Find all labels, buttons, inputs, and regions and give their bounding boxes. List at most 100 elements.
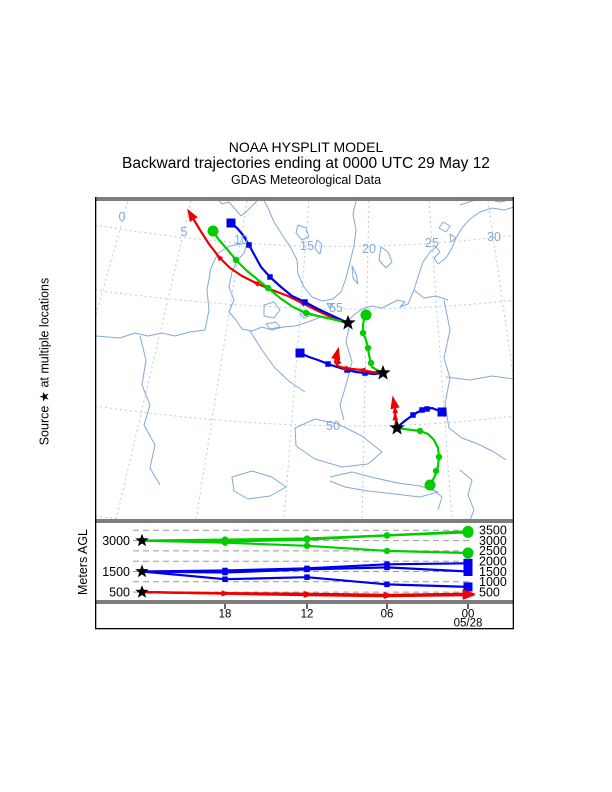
graticule-label: 20 xyxy=(362,242,376,256)
model-title: NOAA HYSPLIT MODEL xyxy=(228,139,384,155)
map-background xyxy=(95,201,514,519)
trajectory-circle-marker xyxy=(232,256,240,264)
trajectory-square-marker xyxy=(267,274,273,280)
trajectory-triangle-marker xyxy=(357,367,366,374)
trajectory-end-square-marker xyxy=(295,348,305,358)
trajectory-circle-marker xyxy=(367,359,375,367)
trajectory-square-marker xyxy=(222,569,228,576)
trajectory-triangle-marker xyxy=(221,590,230,596)
trajectory-square-marker xyxy=(424,406,430,412)
frame-map-panel-divider xyxy=(95,519,514,523)
x-tick xyxy=(386,604,388,609)
trajectory-circle-marker xyxy=(359,329,367,337)
graticule-label: 55 xyxy=(329,301,343,315)
trajectory-square-marker xyxy=(304,574,310,580)
map-labels-layer: 0 5 10 15 20 25 30 55 50 xyxy=(119,210,501,433)
trajectory-circle-marker xyxy=(383,547,391,555)
x-tick-label: 06 xyxy=(381,609,394,621)
plot-frame xyxy=(95,197,514,630)
graticule-lines xyxy=(95,201,514,519)
coastlines xyxy=(95,201,514,519)
trajectory-square-marker xyxy=(222,576,228,582)
right-axis-label: 2500 xyxy=(479,544,507,558)
trajectory-circle-marker xyxy=(302,309,310,317)
right-axis-label: 1000 xyxy=(479,575,507,589)
trajectory-end-square-marker xyxy=(226,218,236,228)
trajectory-square-marker xyxy=(384,581,390,588)
trajectory-circle-marker xyxy=(264,284,272,292)
graticule-label: 25 xyxy=(425,236,439,250)
trajectory-end-circle-marker xyxy=(424,479,436,491)
frame-top-bar xyxy=(95,197,514,201)
run-title: Backward trajectories ending at 0000 UTC… xyxy=(122,155,490,172)
source-star-marker xyxy=(389,420,405,435)
trajectory-square-marker xyxy=(362,370,368,376)
trajectory-end-square-marker xyxy=(463,558,473,568)
trajectory-end-circle-marker xyxy=(462,526,474,538)
x-tick-label: 12 xyxy=(301,609,314,621)
profile-source-star xyxy=(135,564,149,578)
trajectory-end-square-marker xyxy=(437,407,447,417)
profile-source-star xyxy=(135,533,149,547)
trajectory-circle-marker xyxy=(383,532,391,539)
right-axis-label: 500 xyxy=(479,585,500,599)
met-data-title: GDAS Meteorological Data xyxy=(230,173,382,187)
start-height-label: 500 xyxy=(109,585,130,599)
graticule-label: 10 xyxy=(234,233,248,247)
trajectory-triangle-marker xyxy=(251,281,261,287)
trajectory-end-square-marker xyxy=(463,567,473,576)
graticule-label: 0 xyxy=(119,210,126,224)
frame-bottom-line xyxy=(95,628,514,630)
graticule-label: 5 xyxy=(181,225,188,239)
x-tick-label: 18 xyxy=(219,609,232,621)
trajectory-circle-marker xyxy=(432,467,440,475)
trajectory-square-marker xyxy=(384,561,390,568)
height-profile-panel: 3500300025002000150010005003000150050018… xyxy=(102,524,507,630)
map-trajectory-line-green xyxy=(395,426,441,487)
trajectory-end-triangle-marker xyxy=(331,346,341,361)
trajectory-end-triangle-marker xyxy=(187,208,198,222)
trajectory-square-marker xyxy=(384,564,390,571)
trajectory-end-circle-marker xyxy=(360,309,372,321)
trajectory-triangle-marker xyxy=(383,591,392,598)
graticule-label: 15 xyxy=(300,239,314,253)
right-axis-label: 2000 xyxy=(479,555,507,569)
trajectory-square-marker xyxy=(325,361,331,367)
frame-left-line xyxy=(95,197,97,629)
source-star-marker xyxy=(375,365,391,380)
trajectory-circle-marker xyxy=(416,427,424,435)
map-trajectories-layer xyxy=(187,208,447,491)
trajectory-circle-marker xyxy=(303,536,311,543)
trajectory-triangle-marker xyxy=(392,405,399,414)
right-axis-label: 3000 xyxy=(479,534,507,548)
x-tick xyxy=(467,604,469,609)
graticule-label: 30 xyxy=(487,230,501,244)
trajectory-end-circle-marker xyxy=(207,225,219,237)
trajectory-square-marker xyxy=(419,407,425,413)
trajectory-triangle-marker xyxy=(216,253,224,262)
x-tick xyxy=(306,604,308,609)
profile-source-star xyxy=(135,585,149,598)
trajectory-circle-marker xyxy=(364,344,372,352)
trajectory-circle-marker xyxy=(221,539,229,546)
trajectory-square-marker xyxy=(344,367,350,373)
trajectory-circle-marker xyxy=(435,453,443,461)
x-tick xyxy=(224,604,226,609)
x-tick-label: 00 xyxy=(462,609,475,621)
x-date-label: 05/28 xyxy=(454,618,483,630)
frame-right-line xyxy=(512,197,514,629)
trajectory-triangle-marker xyxy=(303,590,312,597)
right-axis-label: 3500 xyxy=(479,524,507,538)
trajectory-end-triangle-marker xyxy=(462,589,476,599)
trajectory-end-triangle-marker xyxy=(390,395,400,410)
trajectory-triangle-marker xyxy=(392,412,399,421)
start-height-label: 3000 xyxy=(102,534,130,548)
right-axis-label: 1500 xyxy=(479,565,507,579)
graticule-label: 50 xyxy=(326,419,340,433)
trajectory-square-marker xyxy=(302,299,308,305)
trajectory-end-circle-marker xyxy=(462,547,474,559)
trajectory-square-marker xyxy=(304,566,310,573)
trajectory-circle-marker xyxy=(303,542,311,549)
